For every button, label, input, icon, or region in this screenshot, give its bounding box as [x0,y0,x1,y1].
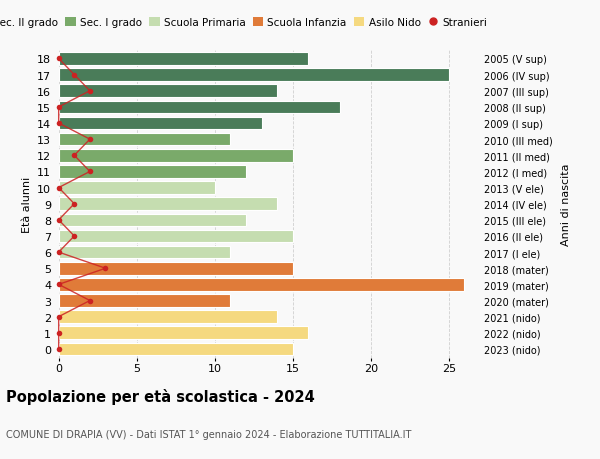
Bar [59,327,308,339]
Bar [59,101,340,114]
Point [54,120,64,128]
Point [85,168,95,176]
Bar [59,85,277,98]
Text: COMUNE DI DRAPIA (VV) - Dati ISTAT 1° gennaio 2024 - Elaborazione TUTTITALIA.IT: COMUNE DI DRAPIA (VV) - Dati ISTAT 1° ge… [6,429,412,439]
Bar [59,134,230,146]
Y-axis label: Età alunni: Età alunni [22,176,32,232]
Bar [59,53,308,66]
Point [54,281,64,288]
Bar [59,230,293,243]
Legend: Sec. II grado, Sec. I grado, Scuola Primaria, Scuola Infanzia, Asilo Nido, Stran: Sec. II grado, Sec. I grado, Scuola Prim… [0,16,490,30]
Point [54,185,64,192]
Bar [59,246,230,259]
Point [54,217,64,224]
Bar [59,150,293,162]
Text: Popolazione per età scolastica - 2024: Popolazione per età scolastica - 2024 [6,388,315,404]
Point [85,136,95,144]
Bar [59,279,464,291]
Point [70,233,79,240]
Point [54,330,64,337]
Point [70,201,79,208]
Point [85,88,95,95]
Bar [59,214,246,227]
Bar [59,343,293,355]
Bar [59,182,215,195]
Bar [59,311,277,323]
Bar [59,118,262,130]
Point [54,104,64,112]
Point [54,249,64,256]
Point [70,72,79,79]
Point [54,346,64,353]
Y-axis label: Anni di nascita: Anni di nascita [561,163,571,246]
Point [54,313,64,321]
Bar [59,198,277,211]
Bar [59,166,246,179]
Point [101,265,110,272]
Bar [59,69,449,82]
Bar [59,263,293,275]
Bar [59,295,230,307]
Point [70,152,79,160]
Point [85,297,95,304]
Point [54,56,64,63]
